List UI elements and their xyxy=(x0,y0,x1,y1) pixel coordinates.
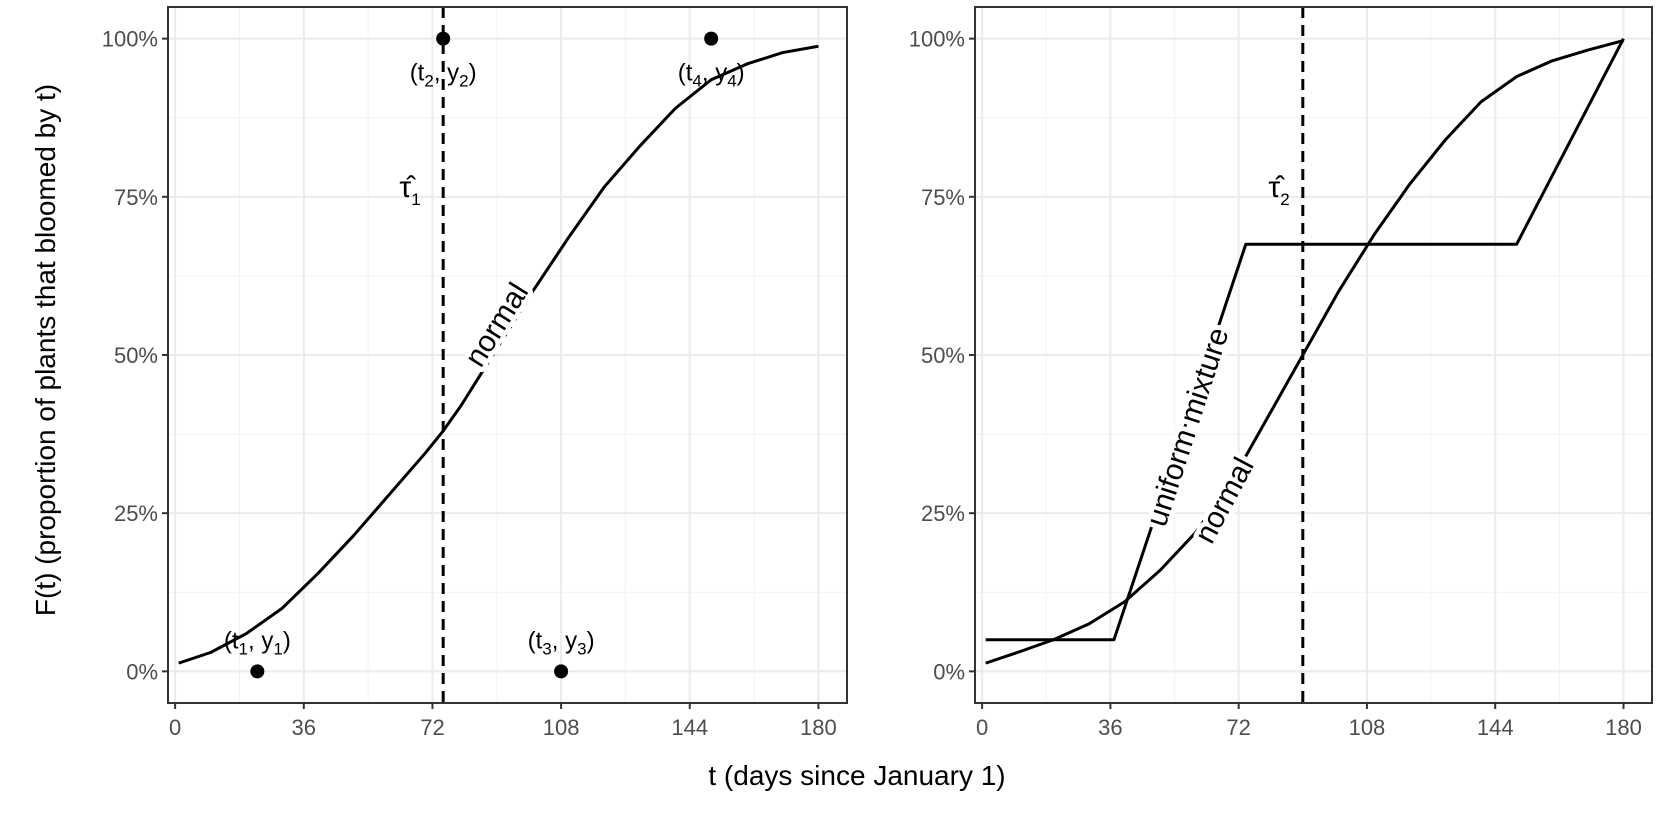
y-tick-label: 50% xyxy=(921,343,965,368)
y-tick-label: 100% xyxy=(102,27,158,52)
x-tick-label: 72 xyxy=(1226,715,1250,740)
point-label: (t1, y1) xyxy=(224,627,291,658)
x-tick-label: 180 xyxy=(800,715,837,740)
x-tick-label: 0 xyxy=(169,715,181,740)
y-tick-label: 75% xyxy=(114,185,158,210)
x-axis-title: t (days since January 1) xyxy=(708,760,1005,791)
data-point xyxy=(250,664,265,679)
x-tick-label: 36 xyxy=(1098,715,1122,740)
tau-hat-label: τ̂2 xyxy=(1268,171,1289,209)
x-tick-label: 36 xyxy=(292,715,316,740)
data-point xyxy=(704,31,719,46)
x-tick-label: 144 xyxy=(1477,715,1514,740)
x-tick-label: 72 xyxy=(420,715,444,740)
curve-label-normal: normal xyxy=(1189,452,1261,548)
y-tick-label: 75% xyxy=(921,185,965,210)
y-tick-label: 0% xyxy=(933,659,965,684)
point-label: (t3, y3) xyxy=(528,627,595,658)
series-line-uniform-mixture xyxy=(985,37,1625,642)
y-tick-label: 100% xyxy=(909,27,965,52)
data-point xyxy=(554,664,569,679)
x-tick-label: 144 xyxy=(671,715,708,740)
x-tick-label: 0 xyxy=(976,715,988,740)
series-line-normal xyxy=(985,39,1624,665)
tau-hat-label: τ̂1 xyxy=(399,171,420,209)
point-label: (t4, y4) xyxy=(678,60,745,91)
y-tick-label: 25% xyxy=(114,501,158,526)
series-line-normal xyxy=(178,44,819,665)
x-tick-label: 108 xyxy=(1349,715,1386,740)
data-point xyxy=(436,31,451,46)
y-axis-title: F(t) (proportion of plants that bloomed … xyxy=(30,84,61,616)
point-label: (t2, y2) xyxy=(410,60,477,91)
y-tick-label: 25% xyxy=(921,501,965,526)
x-tick-label: 108 xyxy=(543,715,580,740)
x-tick-label: 180 xyxy=(1605,715,1642,740)
y-tick-label: 0% xyxy=(126,659,158,684)
y-tick-label: 50% xyxy=(114,343,158,368)
